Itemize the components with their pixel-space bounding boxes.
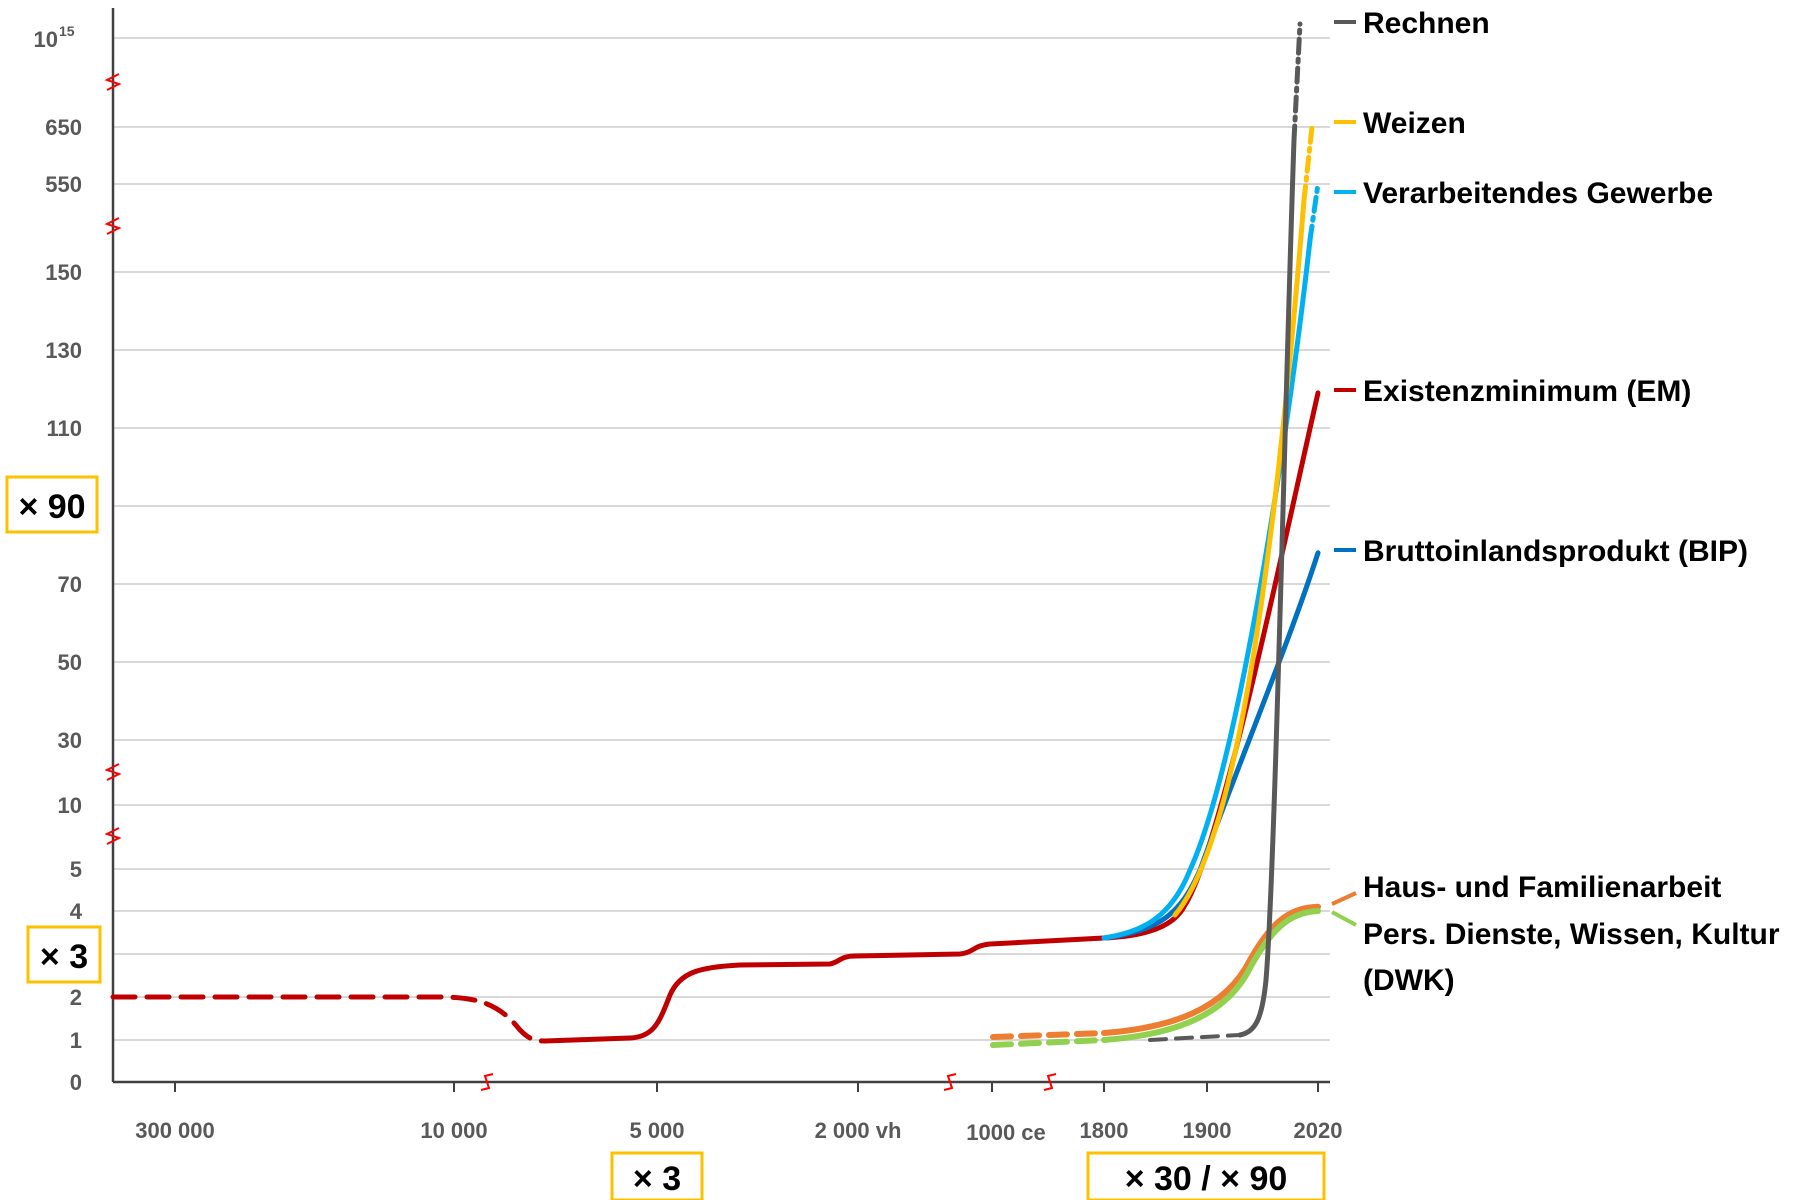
series-line-em xyxy=(542,390,1321,1044)
y-tick-label: 130 xyxy=(45,338,82,363)
series-line-dwk xyxy=(990,1037,1107,1048)
legend-label: Rechnen xyxy=(1363,7,1490,40)
series-line-weizen xyxy=(1301,124,1315,203)
grid xyxy=(113,37,1330,1041)
scale-box-label: × 3 xyxy=(633,1160,681,1198)
series-line-bip xyxy=(1101,550,1321,941)
axis-break-marks xyxy=(104,73,1057,1091)
x-tick-label: 10 000 xyxy=(420,1118,487,1143)
axis-break-mark xyxy=(104,217,122,235)
x-tick-label: 5 000 xyxy=(629,1118,684,1143)
series-line-weizen xyxy=(1172,197,1307,918)
scale-box xyxy=(5,475,99,534)
series-line-verarbeitendes-gewerbe xyxy=(1101,237,1313,941)
x-tick-label: 2 000 vh xyxy=(815,1118,902,1143)
scale-box xyxy=(26,925,102,984)
y-tick-label: 4 xyxy=(70,899,83,924)
axis-break-mark xyxy=(104,73,122,91)
axes xyxy=(111,8,1330,1092)
scale-boxes: × 90 × 3 × 3 × 30 / × 90 xyxy=(5,475,1326,1200)
y-tick-label: 30 xyxy=(58,728,82,753)
y-tick-label: 1 xyxy=(70,1028,82,1053)
axis-break-mark xyxy=(480,1073,494,1091)
legend-label: Haus- und Familienarbeit xyxy=(1363,871,1721,904)
series-line-rechnen xyxy=(1237,137,1297,1038)
y-tick-label: 2 xyxy=(70,985,82,1010)
scale-box-label: × 3 xyxy=(40,938,88,976)
scale-box-label: × 30 / × 90 xyxy=(1125,1160,1288,1198)
series-line-verarbeitendes-gewerbe xyxy=(1307,181,1321,243)
legend: Rechnen Weizen Verarbeitendes Gewerbe Ex… xyxy=(1331,7,1780,997)
x-tick-label: 1900 xyxy=(1183,1118,1232,1143)
y-tick-labels: 0 1 2 3 4 5 10 30 50 70 110 130 150 550 … xyxy=(34,23,83,1095)
series-line-em xyxy=(110,994,548,1044)
y-tick-power-exponent: 15 xyxy=(59,23,75,39)
axis-break-mark xyxy=(104,827,122,845)
series-line-haus-familienarbeit xyxy=(1101,903,1321,1036)
x-tick-label: 1800 xyxy=(1080,1118,1129,1143)
legend-label: Existenzminimum (EM) xyxy=(1363,375,1691,408)
x-tick-label: 300 000 xyxy=(135,1118,215,1143)
y-tick-label: 650 xyxy=(45,115,82,140)
x-tick-label: 2020 xyxy=(1294,1118,1343,1143)
scale-box xyxy=(610,1151,704,1200)
y-tick-label: 70 xyxy=(58,572,82,597)
y-tick-label: 550 xyxy=(45,172,82,197)
y-tick-label: 150 xyxy=(45,260,82,285)
legend-swatch xyxy=(1331,891,1357,906)
y-tick-label: 50 xyxy=(58,650,82,675)
scale-box-label: × 90 xyxy=(18,488,85,526)
legend-swatch xyxy=(1331,910,1357,927)
axis-break-mark xyxy=(104,763,122,781)
y-tick-label-power: 10 xyxy=(34,27,58,52)
y-tick-label: 5 xyxy=(70,857,82,882)
y-tick-label: 110 xyxy=(47,416,83,441)
scale-box xyxy=(1086,1151,1326,1200)
series-lines xyxy=(110,21,1321,1048)
axis-break-mark xyxy=(943,1073,957,1091)
series-line-rechnen xyxy=(1148,1033,1242,1042)
x-tick-label: 1000 ce xyxy=(966,1120,1046,1145)
axis-break-mark xyxy=(1043,1073,1057,1091)
x-tick-labels: 300 000 10 000 5 000 2 000 vh 1000 ce 18… xyxy=(135,1118,1342,1145)
series-line-haus-familienarbeit xyxy=(990,1030,1107,1040)
series-line-rechnen xyxy=(1291,21,1303,143)
legend-label: Weizen xyxy=(1363,107,1466,140)
series-line-dwk xyxy=(1101,908,1321,1043)
legend-label: Bruttoinlandsprodukt (BIP) xyxy=(1363,535,1748,568)
legend-label: (DWK) xyxy=(1363,964,1455,997)
y-tick-label: 10 xyxy=(58,793,82,818)
y-tick-power-base: 10 xyxy=(34,27,58,52)
legend-label: Verarbeitendes Gewerbe xyxy=(1363,177,1713,210)
y-tick-label: 0 xyxy=(70,1070,82,1095)
legend-label: Pers. Dienste, Wissen, Kultur xyxy=(1363,918,1780,951)
